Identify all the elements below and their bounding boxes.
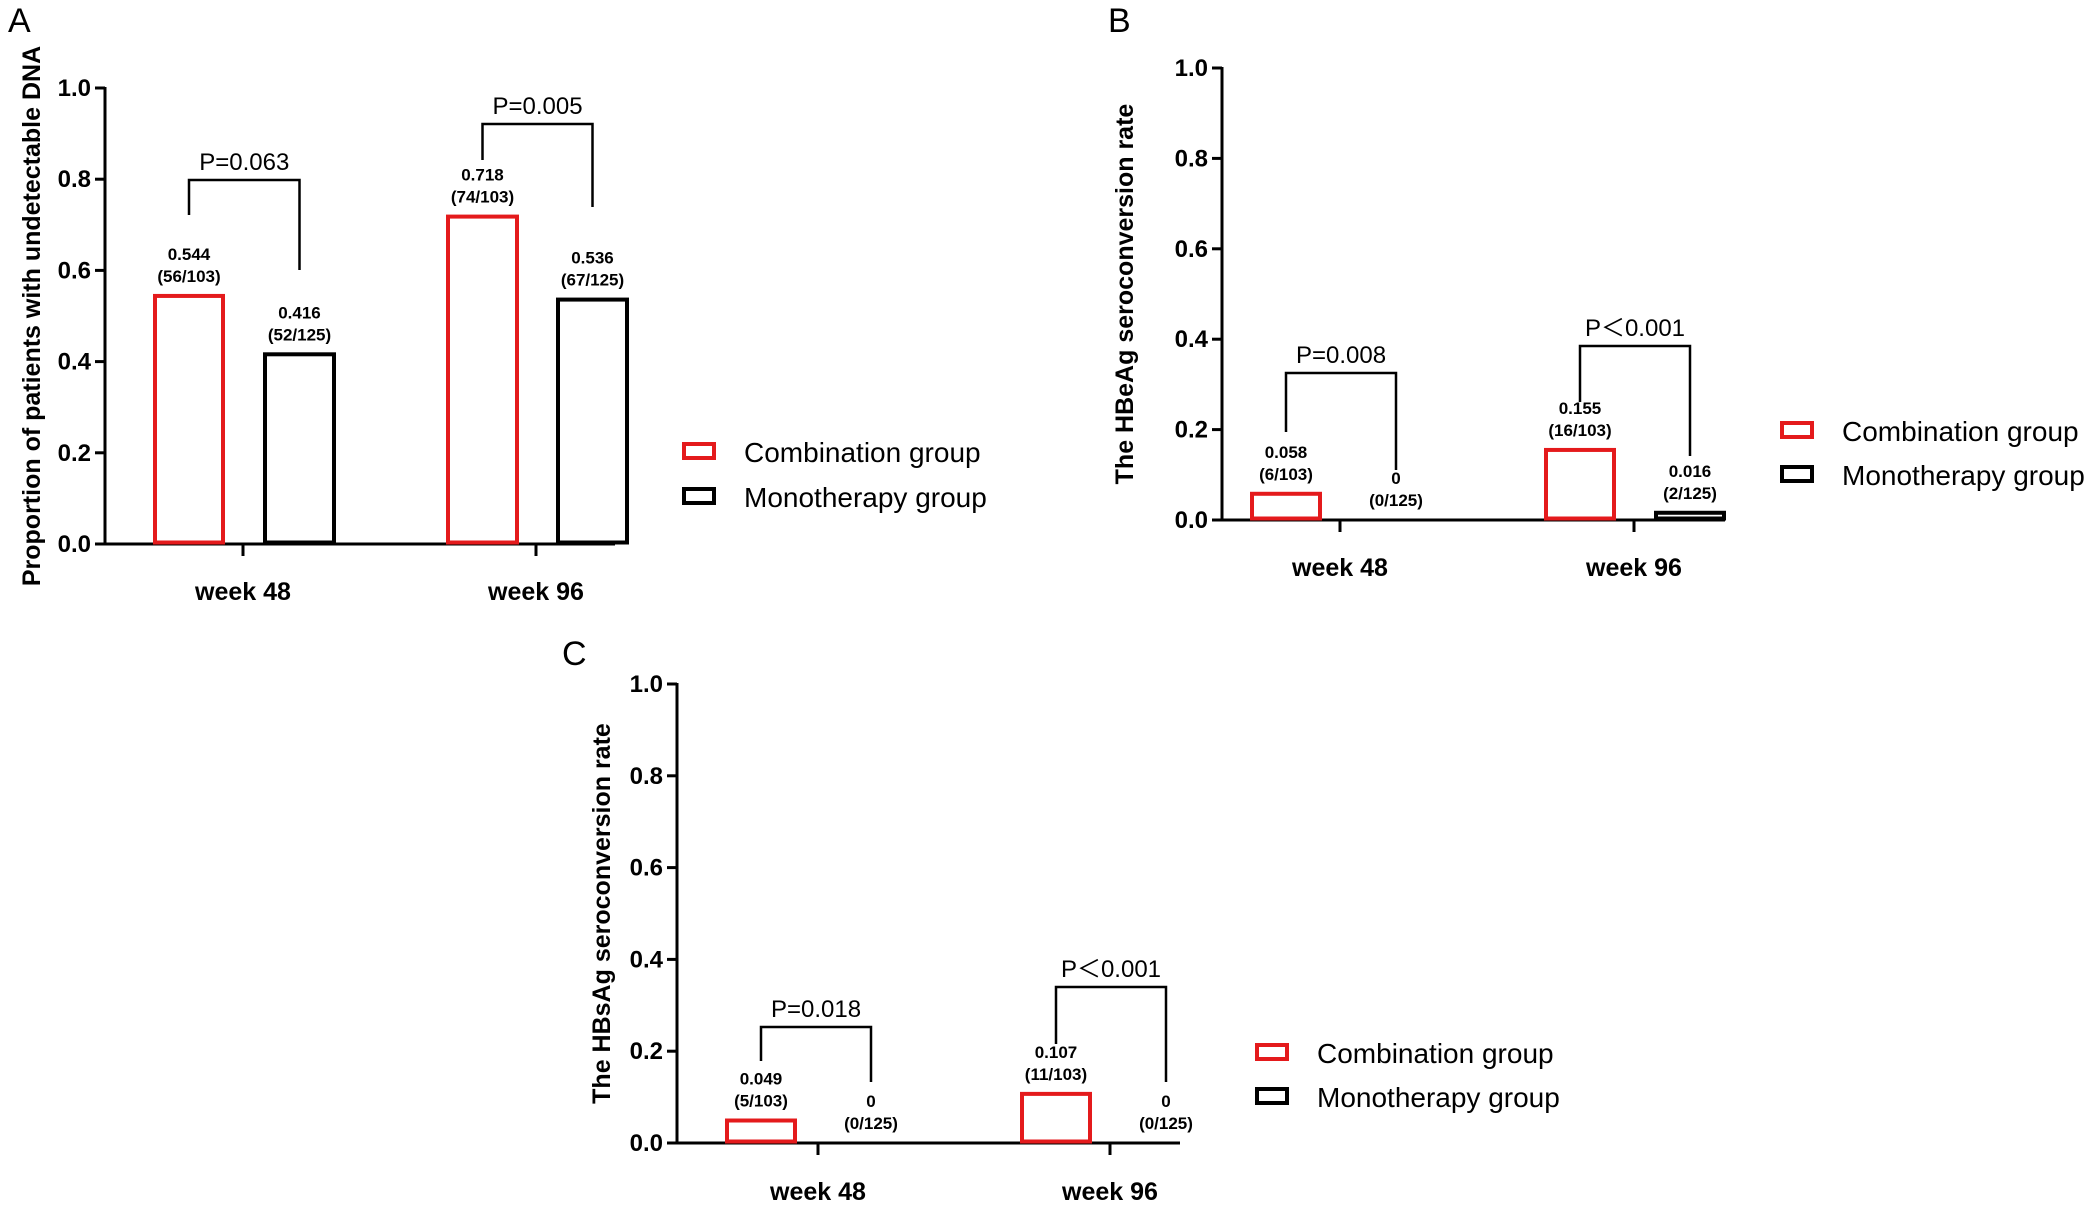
bar bbox=[1544, 447, 1616, 521]
p-value-label: P=0.018 bbox=[771, 996, 861, 1023]
y-axis-title: Proportion of patients with undetectable… bbox=[18, 46, 46, 586]
panel-letter: C bbox=[562, 635, 587, 673]
legend-swatch bbox=[1255, 1087, 1289, 1105]
x-category-label: week 96 bbox=[1061, 1178, 1158, 1206]
legend-swatch bbox=[682, 442, 716, 460]
data-label-value: 0.155 bbox=[1559, 399, 1602, 418]
y-tick-label: 0.0 bbox=[1175, 507, 1208, 534]
legend-entry: Monotherapy group bbox=[744, 482, 987, 513]
legend-entry: Combination group bbox=[1842, 416, 2079, 447]
y-tick-label: 0.6 bbox=[1175, 236, 1208, 263]
p-value-label: P=0.008 bbox=[1296, 342, 1386, 369]
data-label-value: 0.544 bbox=[168, 245, 211, 264]
data-label-value: 0 bbox=[1391, 469, 1400, 488]
y-tick-label: 0.4 bbox=[1175, 326, 1209, 353]
legend-swatch bbox=[1780, 465, 1814, 483]
p-value-label: P＜0.001 bbox=[1585, 315, 1685, 342]
panel-letter: B bbox=[1108, 2, 1131, 40]
legend-swatch bbox=[682, 487, 716, 505]
data-label-ratio: (56/103) bbox=[157, 267, 220, 286]
panel-a: A 0.0 0.2 0.4 0.6 0.8 1.0 week 48 week 96 Proport… bbox=[8, 2, 987, 606]
panel-letter: A bbox=[8, 2, 31, 40]
significance-bracket bbox=[481, 122, 594, 207]
legend-swatch bbox=[1255, 1043, 1289, 1061]
data-label-value: 0.016 bbox=[1669, 462, 1712, 481]
legend-swatch bbox=[1780, 421, 1814, 439]
significance-bracket bbox=[187, 178, 301, 270]
y-tick-label: 0.2 bbox=[58, 440, 91, 467]
y-tick-label: 0.2 bbox=[1175, 417, 1208, 444]
y-tick-label: 1.0 bbox=[630, 671, 663, 698]
y-tick-label: 0.8 bbox=[58, 166, 91, 193]
x-category-label: week 48 bbox=[1291, 554, 1388, 582]
legend-entry: Monotherapy group bbox=[1317, 1082, 1560, 1113]
p-value-label: P=0.005 bbox=[492, 93, 582, 120]
data-label-ratio: (6/103) bbox=[1259, 465, 1313, 484]
bar bbox=[153, 293, 225, 545]
y-axis-title: The HBeAg seroconversion rate bbox=[1111, 104, 1139, 485]
panel-c: C 0.0 0.2 0.4 0.6 0.8 1.0 week 48 week 96 The HBs… bbox=[562, 635, 1560, 1206]
y-axis-title: The HBsAg seroconversion rate bbox=[588, 723, 616, 1104]
legend-entry: Combination group bbox=[744, 437, 981, 468]
x-category-label: week 96 bbox=[487, 578, 584, 606]
significance-bracket bbox=[1284, 371, 1398, 470]
data-label-ratio: (52/125) bbox=[268, 325, 331, 344]
data-label-ratio: (11/103) bbox=[1025, 1065, 1087, 1084]
x-category-label: week 48 bbox=[769, 1178, 866, 1206]
significance-bracket bbox=[759, 1025, 873, 1082]
y-tick-label: 0.0 bbox=[58, 531, 91, 558]
y-tick-label: 0.4 bbox=[630, 946, 664, 973]
y-tick-label: 1.0 bbox=[58, 75, 91, 102]
bar bbox=[1654, 510, 1726, 521]
significance-bracket bbox=[1054, 985, 1168, 1082]
p-value-label: P＜0.001 bbox=[1061, 956, 1161, 983]
bar bbox=[725, 1118, 797, 1144]
data-label-ratio: (0/125) bbox=[1369, 491, 1423, 510]
significance-bracket bbox=[1578, 344, 1692, 456]
y-tick-label: 0.2 bbox=[630, 1038, 663, 1065]
bar bbox=[446, 214, 519, 545]
y-tick-label: 0.0 bbox=[630, 1130, 663, 1157]
y-tick-label: 0.6 bbox=[630, 855, 663, 882]
data-label-value: 0.718 bbox=[461, 166, 504, 185]
p-value-label: P=0.063 bbox=[199, 149, 289, 176]
data-label-ratio: (67/125) bbox=[561, 271, 624, 290]
y-tick-label: 0.4 bbox=[58, 349, 92, 376]
data-label-value: 0.536 bbox=[571, 249, 614, 268]
data-label-value: 0 bbox=[866, 1092, 875, 1111]
data-label-value: 0.416 bbox=[278, 303, 321, 322]
panel-b: B 0.0 0.2 0.4 0.6 0.8 1.0 week 48 week 96 The HBe… bbox=[1108, 2, 2085, 582]
legend-entry: Monotherapy group bbox=[1842, 460, 2085, 491]
x-category-label: week 96 bbox=[1585, 554, 1682, 582]
y-tick-label: 0.8 bbox=[630, 763, 663, 790]
y-tick-label: 1.0 bbox=[1175, 55, 1208, 82]
data-label-value: 0.107 bbox=[1035, 1043, 1078, 1062]
data-label-value: 0.049 bbox=[740, 1070, 783, 1089]
legend-entry: Combination group bbox=[1317, 1038, 1554, 1069]
data-label-ratio: (0/125) bbox=[1139, 1114, 1193, 1133]
data-label-ratio: (2/125) bbox=[1663, 484, 1717, 503]
data-label-ratio: (5/103) bbox=[734, 1092, 788, 1111]
data-label-ratio: (0/125) bbox=[844, 1114, 898, 1133]
bar bbox=[1020, 1091, 1092, 1144]
bar bbox=[556, 297, 629, 545]
data-label-ratio: (74/103) bbox=[451, 188, 514, 207]
data-label-value: 0 bbox=[1161, 1092, 1170, 1111]
data-label-value: 0.058 bbox=[1265, 443, 1308, 462]
y-tick-label: 0.6 bbox=[58, 257, 91, 284]
y-tick-label: 0.8 bbox=[1175, 145, 1208, 172]
bar bbox=[263, 352, 336, 545]
bar bbox=[1250, 491, 1322, 521]
data-label-ratio: (16/103) bbox=[1548, 421, 1611, 440]
x-category-label: week 48 bbox=[194, 578, 291, 606]
